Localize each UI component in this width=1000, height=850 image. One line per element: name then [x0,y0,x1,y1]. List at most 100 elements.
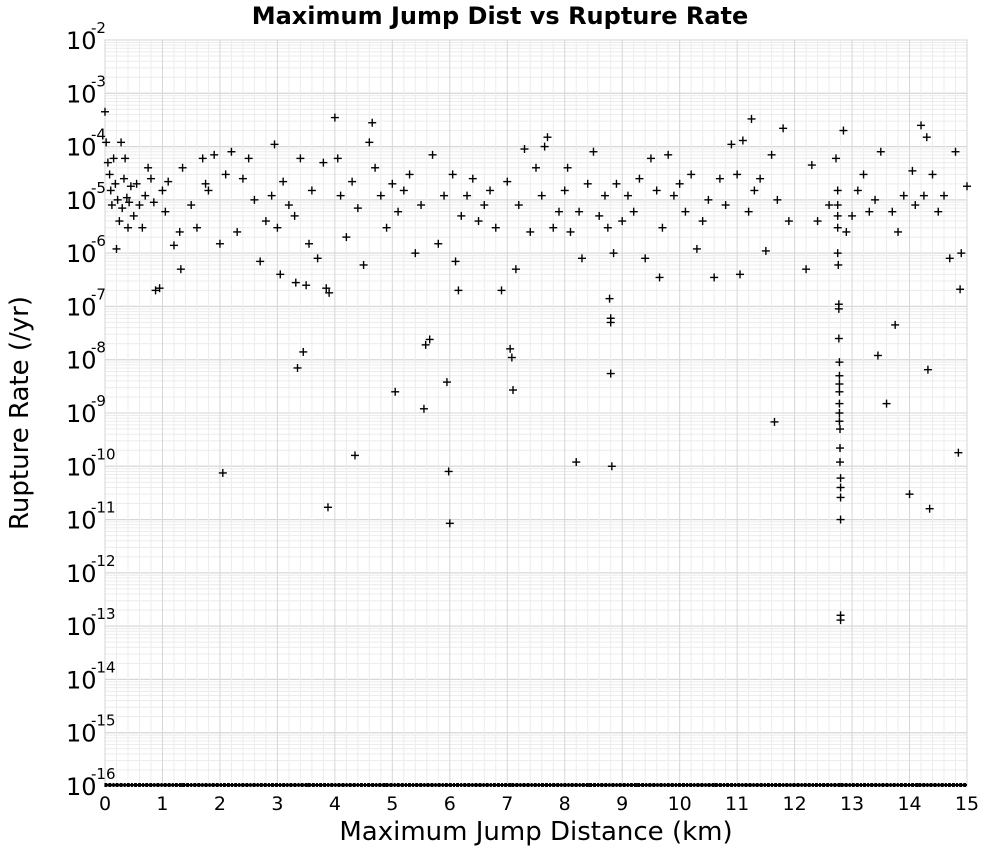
y-tick-exponent: -15 [91,712,116,730]
data-point [451,257,460,266]
data-point [333,154,342,163]
data-point [111,179,120,188]
data-point [382,223,391,232]
data-point [825,201,834,210]
data-point [589,147,598,156]
data-point [951,147,960,156]
data-point [388,179,397,188]
x-tick-label: 7 [501,793,513,815]
data-point [899,191,908,200]
data-point [428,150,437,159]
y-tick-base: 10 [66,80,97,108]
x-tick-label: 13 [840,793,864,815]
data-point [293,363,302,372]
data-point [497,286,506,295]
y-tick-exponent: -5 [91,179,106,197]
y-tick-base: 10 [66,187,97,215]
x-tick-label: 12 [783,793,807,815]
data-point [835,387,844,396]
data-point [664,150,673,159]
data-point [291,278,300,287]
data-point [540,142,549,151]
data-point [835,458,844,467]
data-point [221,170,230,179]
y-tick-base: 10 [66,613,97,641]
data-point [261,217,270,226]
y-tick-label: 10-10 [66,445,116,481]
data-point [655,273,664,282]
data-point [710,273,719,282]
data-point [176,265,185,274]
data-point [779,124,788,133]
y-tick-exponent: -8 [91,339,106,357]
y-tick-label: 10-16 [66,765,116,801]
data-point [109,154,118,163]
data-point [549,223,558,232]
data-point [675,179,684,188]
data-point [307,186,316,195]
data-point [106,186,115,195]
data-point [681,207,690,216]
y-tick-base: 10 [66,560,97,588]
data-point [141,191,150,200]
data-point [348,177,357,186]
data-point [169,241,178,250]
data-point [575,207,584,216]
y-tick-label: 10-3 [66,72,106,108]
data-point [175,227,184,236]
data-point [835,417,844,426]
data-point [905,490,914,499]
data-point [738,136,747,145]
data-point [368,118,377,127]
data-point [273,223,282,232]
data-point [391,387,400,396]
data-point [125,198,134,207]
data-point [607,462,616,471]
data-point [888,207,897,216]
y-tick-exponent: -11 [91,499,116,517]
data-point [744,207,753,216]
data-point [440,191,449,200]
data-point [727,140,736,149]
data-point [836,483,845,492]
data-point [612,179,621,188]
data-point [566,227,575,236]
data-point [112,244,121,253]
x-tick-label: 8 [559,793,571,815]
data-point [807,161,816,170]
data-point [835,409,844,417]
data-point [917,121,926,130]
data-point [715,174,724,183]
data-point [761,246,770,255]
data-point [911,201,920,210]
x-tick-label: 9 [616,793,628,815]
data-point [218,468,227,477]
data-point [934,207,943,216]
data-point [835,399,844,408]
data-point [963,182,971,191]
data-point [267,191,276,200]
data-point [635,174,644,183]
data-point [313,254,322,263]
data-point [577,254,586,263]
y-tick-base: 10 [66,507,97,535]
y-tick-label: 10-15 [66,712,116,748]
data-point [201,179,210,188]
data-point [833,223,842,232]
x-tick-label: 1 [156,793,168,815]
data-point [836,515,845,524]
data-point [873,351,882,360]
x-tick-label: 14 [897,793,921,815]
zero-rate-rug [104,783,967,787]
data-point [894,227,903,236]
data-point [227,147,236,156]
data-point [101,107,109,116]
data-point [511,265,520,274]
x-tick-label: 10 [668,793,692,815]
data-point [323,503,332,512]
data-point [161,207,170,216]
data-point [442,378,451,387]
y-tick-label: 10-11 [66,499,116,535]
data-point [296,154,305,163]
